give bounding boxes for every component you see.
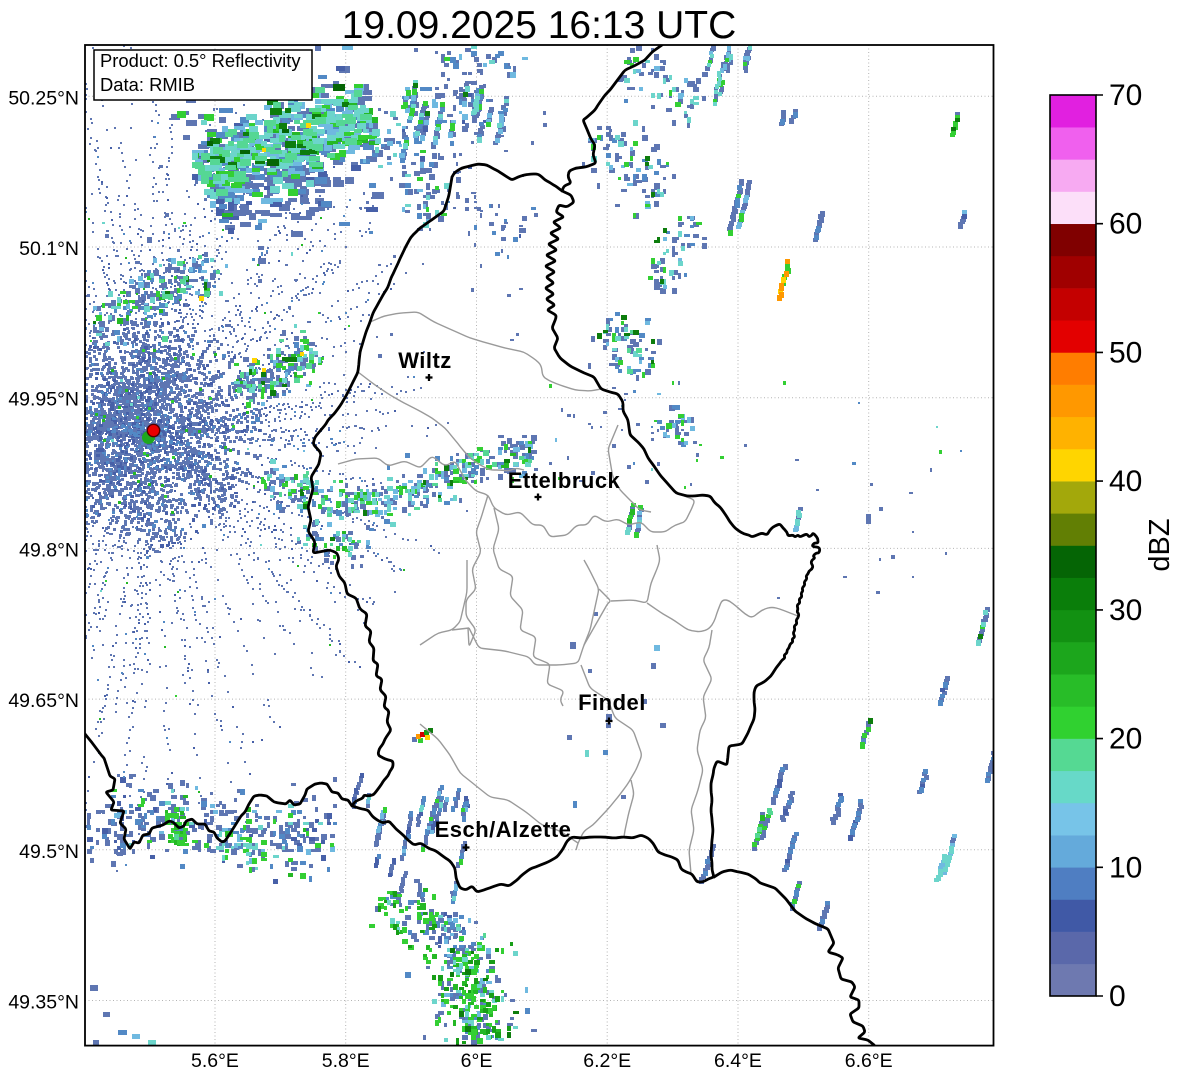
svg-text:19.09.2025 16:13 UTC: 19.09.2025 16:13 UTC bbox=[342, 4, 737, 47]
svg-text:6.4°E: 6.4°E bbox=[714, 1050, 762, 1072]
svg-text:60: 60 bbox=[1109, 208, 1142, 241]
svg-text:40: 40 bbox=[1109, 465, 1142, 498]
svg-text:dBZ: dBZ bbox=[1144, 518, 1176, 571]
svg-text:Findel: Findel bbox=[578, 690, 646, 715]
svg-text:49.35°N: 49.35°N bbox=[8, 992, 79, 1014]
svg-text:70: 70 bbox=[1109, 79, 1142, 112]
svg-text:20: 20 bbox=[1109, 723, 1142, 756]
svg-text:Ettelbruck: Ettelbruck bbox=[508, 468, 621, 493]
svg-text:49.8°N: 49.8°N bbox=[19, 539, 79, 561]
svg-text:50: 50 bbox=[1109, 336, 1142, 369]
svg-text:49.65°N: 49.65°N bbox=[8, 690, 79, 712]
svg-text:49.95°N: 49.95°N bbox=[8, 389, 79, 411]
svg-text:30: 30 bbox=[1109, 594, 1142, 627]
svg-text:50.25°N: 50.25°N bbox=[8, 87, 79, 109]
svg-text:6.6°E: 6.6°E bbox=[845, 1050, 893, 1072]
svg-text:Data: RMIB: Data: RMIB bbox=[100, 74, 195, 95]
svg-text:6.2°E: 6.2°E bbox=[583, 1050, 631, 1072]
svg-text:50.1°N: 50.1°N bbox=[19, 238, 79, 260]
svg-text:49.5°N: 49.5°N bbox=[19, 841, 79, 863]
svg-text:10: 10 bbox=[1109, 851, 1142, 884]
svg-text:5.8°E: 5.8°E bbox=[322, 1050, 370, 1072]
svg-text:6°E: 6°E bbox=[461, 1050, 493, 1072]
svg-text:5.6°E: 5.6°E bbox=[191, 1050, 239, 1072]
svg-text:0: 0 bbox=[1109, 980, 1126, 1013]
svg-text:Esch/Alzette: Esch/Alzette bbox=[435, 817, 572, 842]
svg-text:Wiltz: Wiltz bbox=[398, 348, 452, 373]
svg-text:Product: 0.5° Reflectivity: Product: 0.5° Reflectivity bbox=[100, 50, 301, 71]
